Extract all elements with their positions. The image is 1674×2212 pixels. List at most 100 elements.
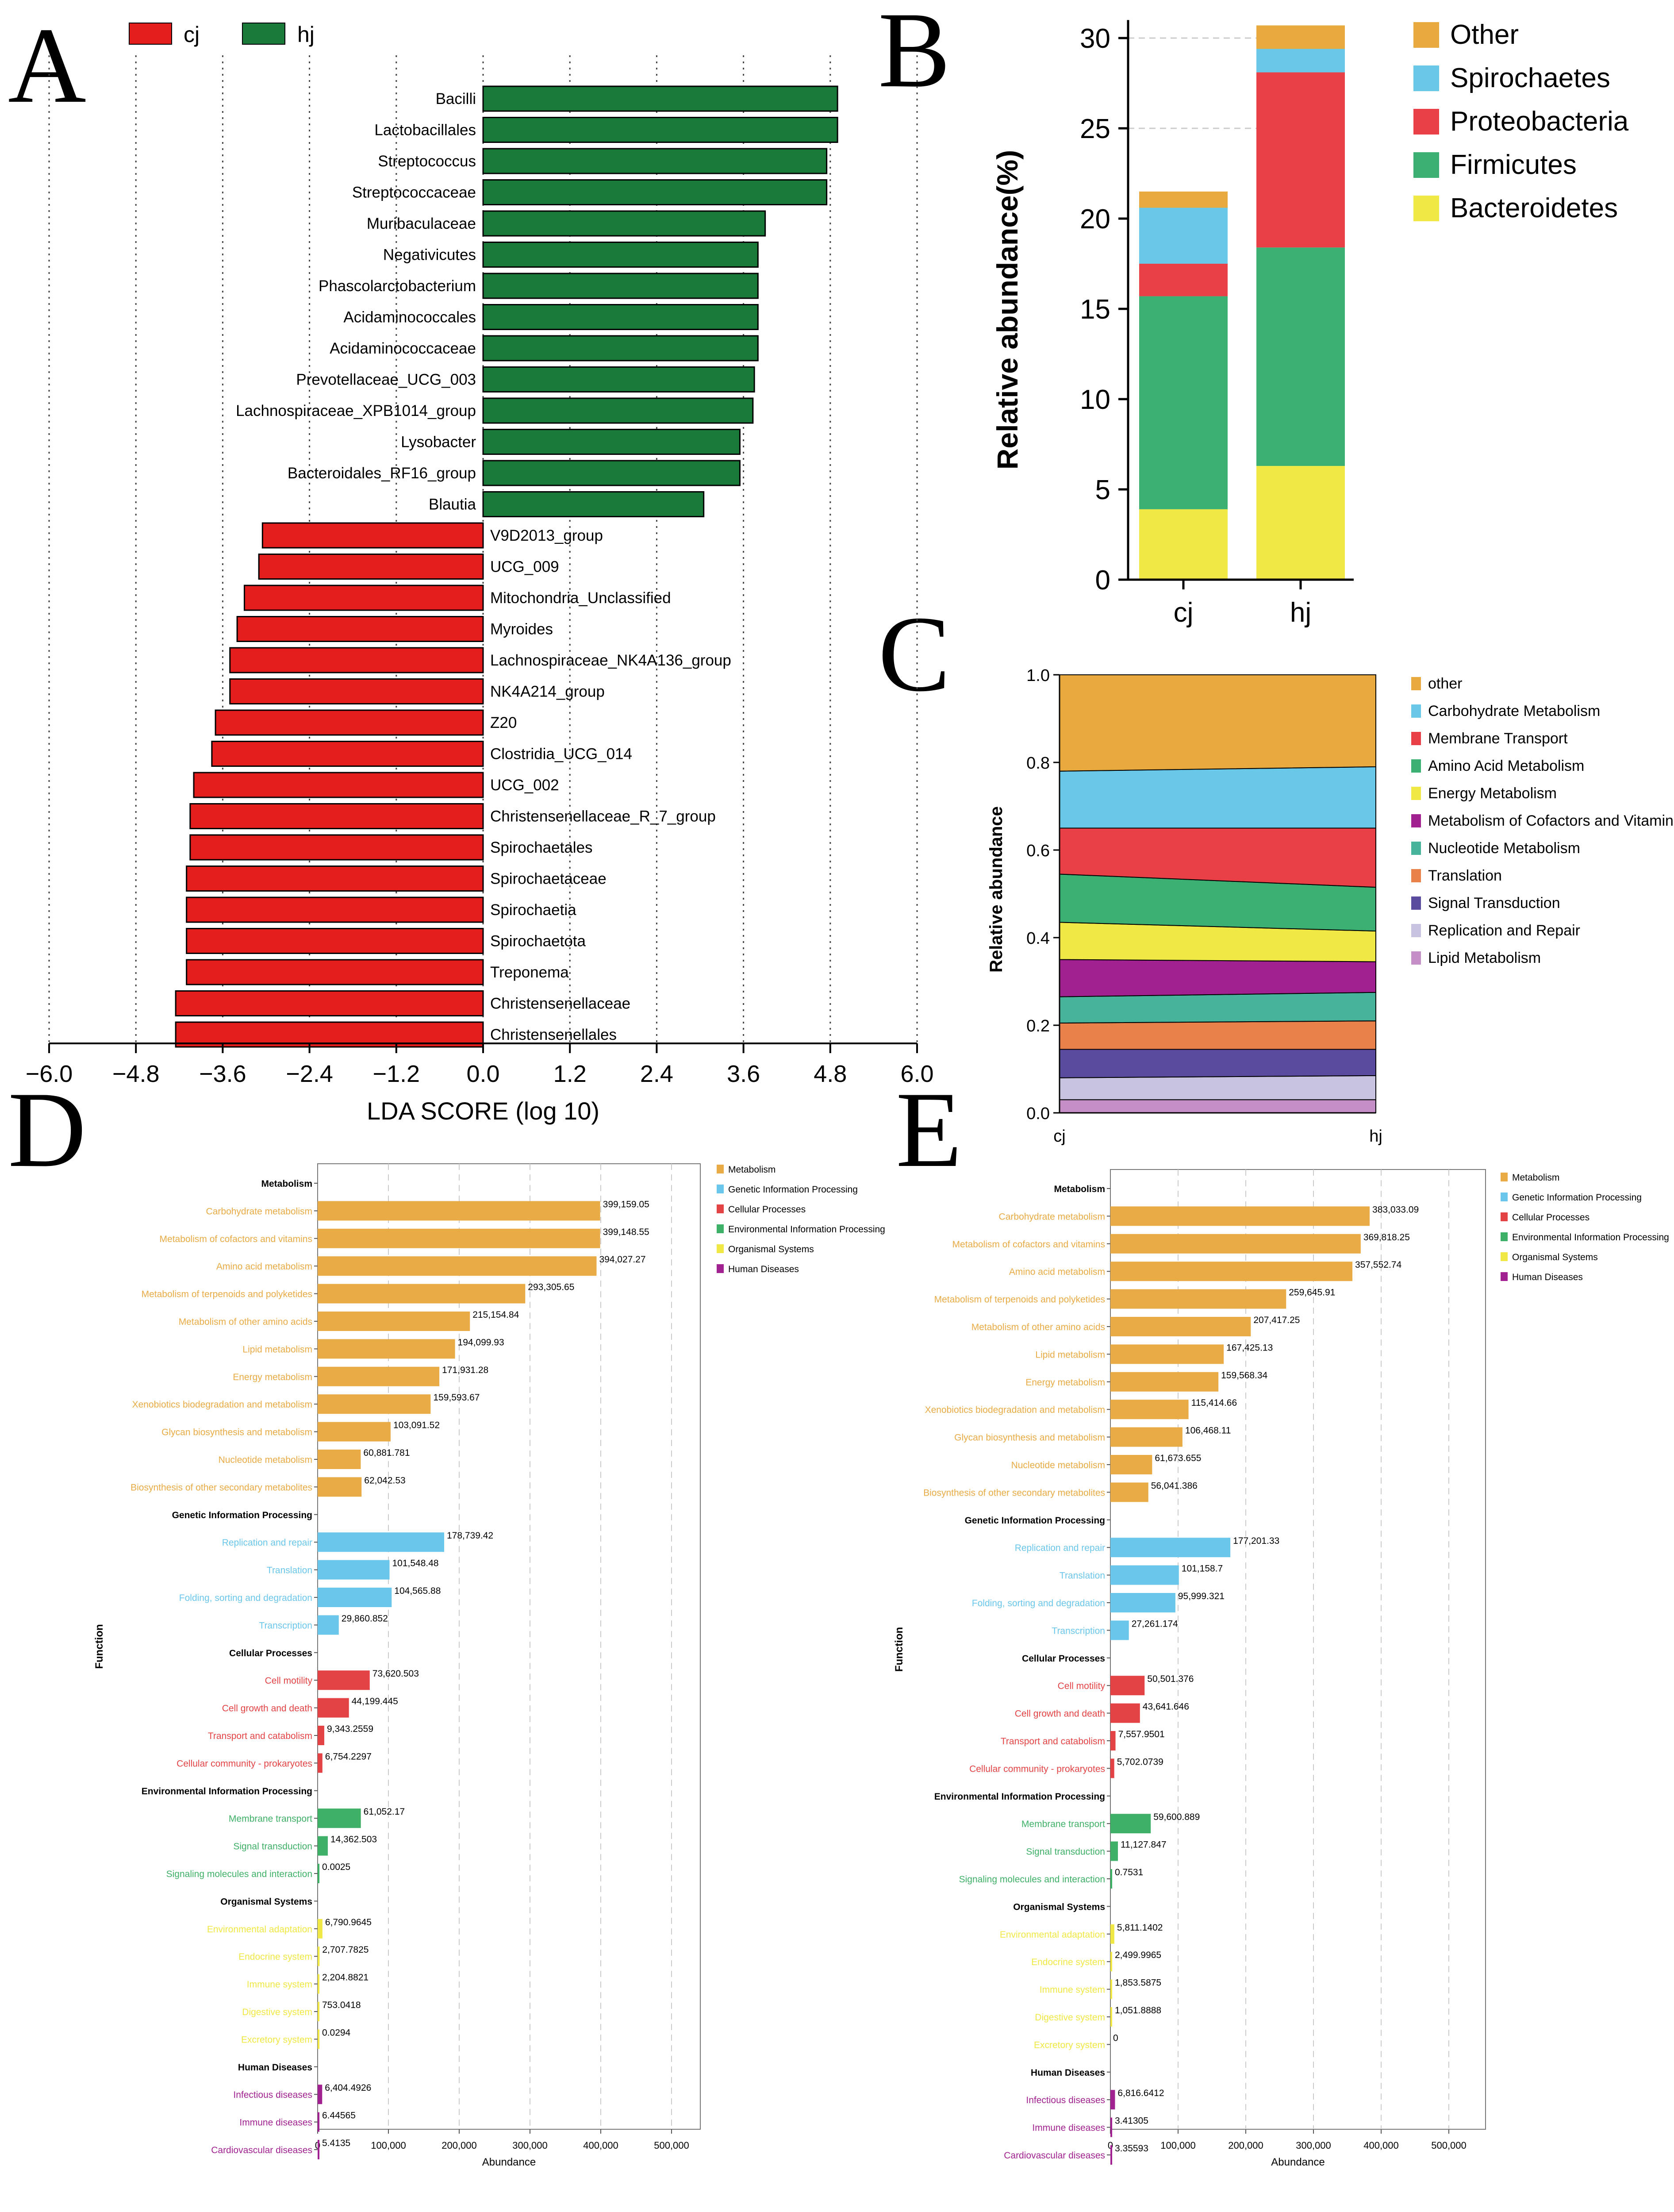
bar-a-Lactobacillales xyxy=(482,117,838,143)
bar-e-Cell growth and death xyxy=(1110,1703,1140,1723)
bar-label-e-Infectious diseases: Infectious diseases xyxy=(1026,2095,1105,2105)
bar-label-e-Cell growth and death: Cell growth and death xyxy=(1015,1709,1105,1719)
x-axis-title-e: Abundance xyxy=(1271,2156,1325,2168)
bar-label-a-Lactobacillales: Lactobacillales xyxy=(374,122,476,139)
bar-a-Streptococcaceae xyxy=(482,179,828,205)
legend-label-c-Translation: Translation xyxy=(1428,867,1502,884)
bar-a-Z20 xyxy=(215,709,484,736)
legend-swatch-hj xyxy=(242,23,285,45)
x-tick-label-a: 4.8 xyxy=(814,1061,847,1087)
legend-label-e-Cellular Processes: Cellular Processes xyxy=(1512,1212,1590,1223)
bar-label-d-Cell motility: Cell motility xyxy=(265,1676,313,1686)
legend-label-c-Energy Metabolism: Energy Metabolism xyxy=(1428,785,1557,802)
legend-label-b-Bacteroidetes: Bacteroidetes xyxy=(1450,193,1618,223)
area-c-Lipid Metabolism xyxy=(1059,1099,1376,1113)
legend-label-c-Carbohydrate Metabolism: Carbohydrate Metabolism xyxy=(1428,703,1600,719)
bar-label-e-Nucleotide metabolism: Nucleotide metabolism xyxy=(1011,1460,1105,1470)
bar-label-d-Infectious diseases: Infectious diseases xyxy=(233,2090,312,2100)
bar-b-hj-Spirochaetes xyxy=(1256,49,1345,73)
group-header-e: Human Diseases xyxy=(1031,2068,1105,2078)
bar-d-Transport and catabolism xyxy=(318,1726,324,1745)
bar-label-d-Environmental adaptation: Environmental adaptation xyxy=(207,1924,312,1935)
legend-swatch-b-Bacteroidetes xyxy=(1413,196,1439,221)
value-label-e-Environmental adaptation: 5,811.1402 xyxy=(1117,1923,1163,1933)
group-header-e: Organismal Systems xyxy=(1013,1902,1105,1912)
legend-swatch-c-Nucleotide Metabolism xyxy=(1411,842,1421,855)
bar-b-cj-Other xyxy=(1139,191,1228,208)
value-label-d-Endocrine system: 2,707.7825 xyxy=(322,1945,369,1955)
bar-d-Cell growth and death xyxy=(318,1698,349,1718)
y-axis-title-b: Relative abundance(%) xyxy=(991,150,1024,470)
bar-d-Metabolism of other amino acids xyxy=(318,1312,470,1331)
bar-label-d-Glycan biosynthesis and metabolism: Glycan biosynthesis and metabolism xyxy=(161,1427,312,1438)
bar-label-e-Replication and repair: Replication and repair xyxy=(1015,1543,1105,1553)
legend-swatch-c-Replication and Repair xyxy=(1411,924,1421,937)
legend-swatch-c-Membrane Transport xyxy=(1411,732,1421,745)
group-header-e: Cellular Processes xyxy=(1022,1654,1105,1664)
x-tick-label-e: 500,000 xyxy=(1431,2140,1467,2151)
bar-label-e-Cell motility: Cell motility xyxy=(1058,1681,1106,1691)
bar-b-hj-Firmicutes xyxy=(1256,247,1345,466)
bar-a-Acidaminococcales xyxy=(482,304,759,330)
bar-d-Folding, sorting and degradation xyxy=(318,1588,392,1607)
x-tick-label-e: 400,000 xyxy=(1363,2140,1399,2151)
bar-a-Phascolarctobacterium xyxy=(482,273,759,299)
bar-label-e-Metabolism of other amino acids: Metabolism of other amino acids xyxy=(971,1322,1105,1332)
y-axis-title-e: Function xyxy=(893,1627,905,1672)
x-tick-label-a: 1.2 xyxy=(553,1061,587,1087)
x-tick-label-a: 2.4 xyxy=(640,1061,673,1087)
bar-d-Cell motility xyxy=(318,1670,370,1690)
x-tick-label-a: −6.0 xyxy=(26,1061,73,1087)
legend-swatch-b-Proteobacteria xyxy=(1413,109,1439,135)
bar-a-Treponema xyxy=(186,959,484,985)
bar-a-Prevotellaceae_UCG_003 xyxy=(482,366,755,392)
value-label-d-Amino acid metabolism: 394,027.27 xyxy=(599,1254,645,1265)
bar-b-hj-Other xyxy=(1256,25,1345,49)
value-label-d-Excretory system: 0.0294 xyxy=(322,2027,351,2038)
bar-e-Environmental adaptation xyxy=(1110,1924,1114,1944)
y-axis-title-c: Relative abundance xyxy=(987,806,1006,973)
bar-b-cj-Firmicutes xyxy=(1139,296,1228,509)
value-label-d-Infectious diseases: 6,404.4926 xyxy=(325,2083,371,2093)
bar-a-Spirochaetaceae xyxy=(186,866,484,892)
legend-swatch-e-Human Diseases xyxy=(1501,1272,1508,1281)
x-tick-label-d: 300,000 xyxy=(512,2140,548,2151)
bar-d-Cellular community - prokaryotes xyxy=(318,1753,323,1773)
group-header-e: Metabolism xyxy=(1054,1184,1105,1194)
bar-label-e-Cardiovascular diseases: Cardiovascular diseases xyxy=(1004,2150,1105,2161)
y-tick-label-c: 0.8 xyxy=(1026,754,1050,773)
bar-d-Endocrine system xyxy=(318,1947,320,1966)
panel-letter-C: C xyxy=(878,594,950,714)
bar-a-Negativicutes xyxy=(482,242,759,268)
bar-label-e-Digestive system: Digestive system xyxy=(1035,2012,1105,2023)
bar-b-hj-Bacteroidetes xyxy=(1256,465,1345,580)
value-label-e-Replication and repair: 177,201.33 xyxy=(1233,1536,1279,1546)
value-label-d-Cell motility: 73,620.503 xyxy=(372,1669,419,1679)
legend-swatch-d-Human Diseases xyxy=(717,1264,724,1273)
bar-label-e-Transcription: Transcription xyxy=(1052,1626,1105,1636)
bar-label-e-Metabolism of cofactors and vitamins: Metabolism of cofactors and vitamins xyxy=(952,1239,1105,1250)
bar-label-d-Immune system: Immune system xyxy=(247,1980,312,1990)
bar-a-Bacilli xyxy=(482,85,838,112)
value-label-d-Folding, sorting and degradation: 104,565.88 xyxy=(394,1586,441,1596)
bar-label-d-Cell growth and death: Cell growth and death xyxy=(222,1704,312,1714)
x-tick-label-a: −3.6 xyxy=(199,1061,246,1087)
value-label-e-Transport and catabolism: 7,557.9501 xyxy=(1118,1729,1165,1739)
area-c-other xyxy=(1059,674,1376,772)
bar-label-a-Negativicutes: Negativicutes xyxy=(383,246,476,264)
legend-label-e-Environmental Information Processing: Environmental Information Processing xyxy=(1512,1232,1669,1243)
bar-label-e-Carbohydrate metabolism: Carbohydrate metabolism xyxy=(999,1212,1105,1222)
value-label-e-Nucleotide metabolism: 61,673.655 xyxy=(1155,1453,1201,1463)
x-tick-label-d: 400,000 xyxy=(583,2140,618,2151)
value-label-e-Cellular community - prokaryotes: 5,702.0739 xyxy=(1117,1757,1163,1767)
legend-swatch-c-Amino Acid Metabolism xyxy=(1411,759,1421,773)
legend-label-c-Lipid Metabolism: Lipid Metabolism xyxy=(1428,950,1541,966)
bar-label-d-Translation: Translation xyxy=(267,1566,312,1576)
value-label-d-Xenobiotics biodegradation and metabolism: 159,593.67 xyxy=(433,1393,480,1403)
bar-label-e-Energy metabolism: Energy metabolism xyxy=(1025,1377,1105,1388)
bar-e-Infectious diseases xyxy=(1110,2090,1115,2110)
panel-letter-B: B xyxy=(878,0,950,110)
bar-a-Spirochaetia xyxy=(186,896,484,923)
legend-swatch-d-Organismal Systems xyxy=(717,1244,724,1253)
bar-e-Biosynthesis of other secondary metabolites xyxy=(1110,1482,1148,1502)
